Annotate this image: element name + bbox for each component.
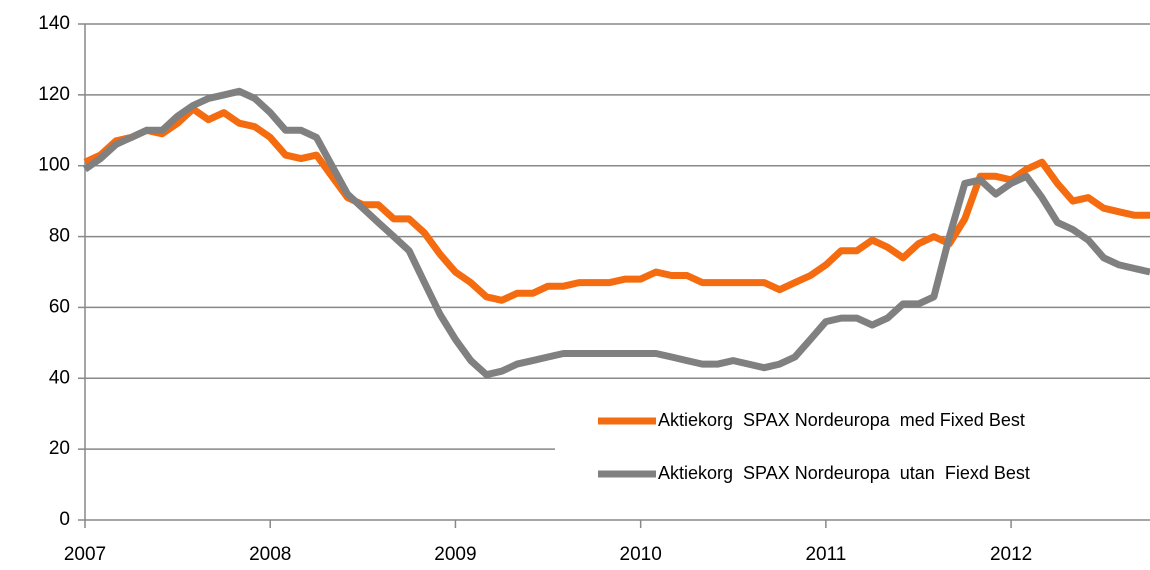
legend-label: Aktiekorg SPAX Nordeuropa med Fixed Best <box>658 410 1025 430</box>
series-line <box>83 105 1150 304</box>
y-tick-label: 120 <box>38 84 70 105</box>
y-tick-label: 80 <box>49 226 70 247</box>
y-tick-label: 140 <box>38 13 70 34</box>
x-tick-label: 2007 <box>64 544 106 565</box>
x-tick-label: 2010 <box>620 544 662 565</box>
x-tick-label: 2008 <box>249 544 291 565</box>
x-tick-label: 2012 <box>990 544 1032 565</box>
series-line <box>83 87 1150 379</box>
x-tick-label: 2009 <box>434 544 476 565</box>
y-tick-label: 60 <box>49 296 70 317</box>
y-tick-label: 20 <box>49 438 70 459</box>
x-tick-label: 2011 <box>805 544 846 565</box>
y-tick-label: 0 <box>59 509 70 530</box>
legend: Aktiekorg SPAX Nordeuropa med Fixed Best… <box>555 398 1150 502</box>
y-tick-label: 40 <box>49 367 70 388</box>
y-tick-label: 100 <box>38 155 70 176</box>
legend-label: Aktiekorg SPAX Nordeuropa utan Fiexd Bes… <box>658 463 1030 483</box>
legend-box <box>555 398 1150 502</box>
